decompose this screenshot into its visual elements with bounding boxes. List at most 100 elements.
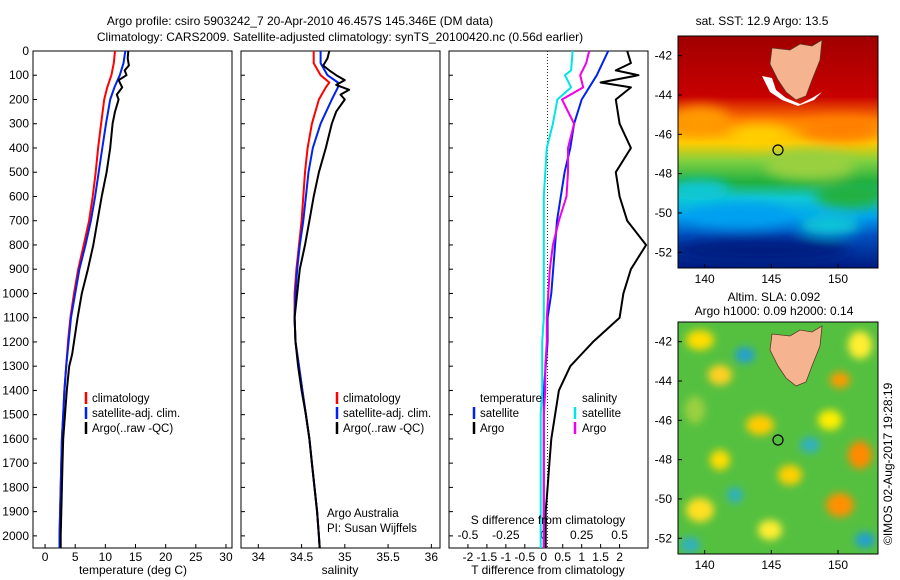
series-line-t-argo <box>544 50 648 548</box>
depth-tick-label: 1900 <box>2 505 29 519</box>
series-line-climatology <box>293 51 331 549</box>
temperature-axes-frame <box>32 50 233 549</box>
difference-panel: -2 -1.5 -1 -0.5 0 0.5 1 1.5 2 -0.5 -0.25 0 0.25 0.5 … <box>448 50 649 577</box>
legend-label-argo: Argo(..raw -QC) <box>92 423 173 435</box>
x-tick-label: 0 <box>42 550 49 564</box>
x-tick-label: 15 <box>129 550 143 564</box>
depth-axis: 0 100 200 300 400 500 600 700 800 900 1000 1100 1200… <box>2 44 453 543</box>
sla-map-title-1: Altim. SLA: 0.092 <box>728 290 821 304</box>
sst-map-panel: sat. SST: 12.9 Argo: 13.5 -42 -44 -46 -48 -5… <box>655 14 879 286</box>
salinity-x-label: salinity <box>322 563 359 577</box>
depth-tick-label: 200 <box>9 92 29 106</box>
argo-float-marker-sla <box>772 434 784 446</box>
x-tick-label: 20 <box>159 550 173 564</box>
x-tick-label: 0.5 <box>554 550 571 564</box>
lat-tick-label: -48 <box>655 167 673 181</box>
lon-tick-label: 140 <box>695 272 715 286</box>
x-tick-label: 30 <box>219 550 233 564</box>
depth-tick-label: 300 <box>9 117 29 131</box>
lon-tick-label: 140 <box>695 558 715 572</box>
lat-tick-label: -42 <box>655 49 673 63</box>
tasmania-landmass-sla <box>769 325 823 387</box>
legend-title-temperature: temperature <box>480 393 542 405</box>
legend-label-t-argo: Argo <box>480 423 504 435</box>
lat-tick-label: -44 <box>655 88 673 102</box>
depth-tick-label: 700 <box>9 214 29 228</box>
s-tick-label: -0.5 <box>458 528 479 542</box>
x-tick-label: 5 <box>72 550 79 564</box>
depth-tick-label: 1600 <box>2 432 29 446</box>
lat-tick-label: -50 <box>655 492 673 506</box>
x-tick-label: 34 <box>252 550 266 564</box>
lat-tick-label: -52 <box>655 245 673 259</box>
temperature-x-axis: 0 5 10 15 20 25 30 <box>42 544 233 564</box>
x-tick-label: 0 <box>540 550 547 564</box>
lat-tick-label: -48 <box>655 453 673 467</box>
depth-tick-label: 600 <box>9 189 29 203</box>
argo-australia-note: Argo Australia <box>327 508 399 520</box>
sla-map-image <box>678 322 878 554</box>
legend-title-salinity: salinity <box>582 393 617 405</box>
series-line-argo <box>59 50 130 548</box>
lon-tick-label: 145 <box>761 558 781 572</box>
series-line-argo <box>293 50 351 549</box>
lat-tick-label: -46 <box>655 127 673 141</box>
x-tick-label: 36 <box>425 550 439 564</box>
salinity-panel: 34 34.5 35 35.5 36 salinity climatology sate… <box>240 50 441 577</box>
x-tick-label: 34.5 <box>290 550 314 564</box>
series-line-s-argo <box>542 50 591 548</box>
lon-tick-label: 150 <box>828 272 848 286</box>
x-tick-label: 35 <box>338 550 352 564</box>
salinity-x-axis: 34 34.5 35 35.5 36 <box>252 544 439 564</box>
legend-label-climatology: climatology <box>92 393 150 405</box>
depth-tick-label: 1700 <box>2 456 29 470</box>
x-tick-label: 2 <box>616 550 623 564</box>
depth-tick-label: 900 <box>9 262 29 276</box>
sst-map-frame <box>677 35 879 269</box>
depth-tick-label: 1800 <box>2 480 29 494</box>
temperature-legend: climatology satellite-adj. clim. Argo(..… <box>84 392 180 435</box>
legend-label-t-satellite: satellite <box>480 408 519 420</box>
depth-tick-label: 100 <box>9 68 29 82</box>
salinity-legend: climatology satellite-adj. clim. Argo(..… <box>335 392 431 435</box>
sla-lat-axis: -42 -44 -46 -48 -50 -52 <box>655 335 682 545</box>
s-tick-label: 0.25 <box>570 528 594 542</box>
sla-map-panel: Altim. SLA: 0.092 Argo h1000: 0.09 h2000… <box>655 290 879 572</box>
legend-label-s-satellite: satellite <box>582 408 621 420</box>
sst-map-title: sat. SST: 12.9 Argo: 13.5 <box>696 14 829 28</box>
depth-tick-label: 400 <box>9 141 29 155</box>
salinity-series <box>293 50 351 549</box>
difference-axes-frame <box>448 50 649 549</box>
x-tick-label: -1 <box>501 550 512 564</box>
series-line-s-satellite <box>539 50 574 548</box>
x-tick-label: 10 <box>99 550 113 564</box>
x-tick-label: 25 <box>189 550 203 564</box>
legend-label-satellite-adj: satellite-adj. clim. <box>92 408 180 420</box>
t-difference-x-label: T difference from climatology <box>471 563 625 577</box>
title-line-2: Climatology: CARS2009. Satellite-adjuste… <box>97 30 583 44</box>
lat-tick-label: -42 <box>655 335 673 349</box>
x-tick-label: -1.5 <box>477 550 498 564</box>
depth-tick-label: 500 <box>9 165 29 179</box>
imos-credit: ©IMOS 02-Aug-2017 19:28:19 <box>881 382 895 545</box>
sst-missing-data-mask <box>762 76 822 106</box>
sst-map-image <box>678 36 878 268</box>
lon-tick-label: 150 <box>828 558 848 572</box>
temperature-panel: 0100200300400500600700800900100011001200… <box>2 44 453 577</box>
depth-tick-label: 2000 <box>2 529 29 543</box>
depth-tick-label: 1400 <box>2 383 29 397</box>
temperature-x-label: temperature (deg C) <box>79 563 187 577</box>
depth-tick-label: 1000 <box>2 286 29 300</box>
depth-tick-label: 1500 <box>2 408 29 422</box>
legend-label-argo: Argo(..raw -QC) <box>343 423 424 435</box>
x-tick-label: 1 <box>578 550 585 564</box>
argo-float-marker <box>772 144 784 156</box>
x-tick-label: 1.5 <box>592 550 609 564</box>
depth-tick-label: 1100 <box>3 311 29 325</box>
s-tick-label: 0.5 <box>611 528 628 542</box>
depth-tick-label: 800 <box>9 238 29 252</box>
lon-tick-label: 145 <box>761 272 781 286</box>
temperature-series <box>58 50 130 548</box>
lat-tick-label: -52 <box>655 531 673 545</box>
legend-label-climatology: climatology <box>343 393 401 405</box>
